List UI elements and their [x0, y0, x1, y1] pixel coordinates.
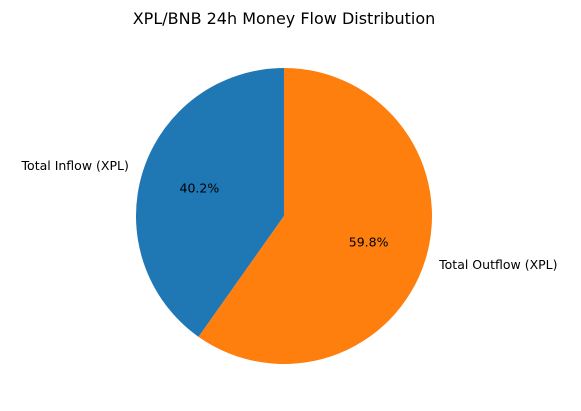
pie-slice-0 [136, 68, 284, 337]
slices-layer [136, 68, 432, 365]
pie-slice-1 [198, 68, 432, 365]
slice-label-1: Total Outflow (XPL) [438, 257, 557, 272]
labels-layer: Total Inflow (XPL) 40.2% Total Outflow (XP… [21, 158, 558, 272]
slice-percent-label-0: 40.2% [180, 181, 220, 196]
chart-title: XPL/BNB 24h Money Flow Distribution [133, 9, 436, 28]
slice-percent-label-1: 59.8% [349, 234, 389, 249]
slice-label-0: Total Inflow (XPL) [21, 158, 129, 173]
